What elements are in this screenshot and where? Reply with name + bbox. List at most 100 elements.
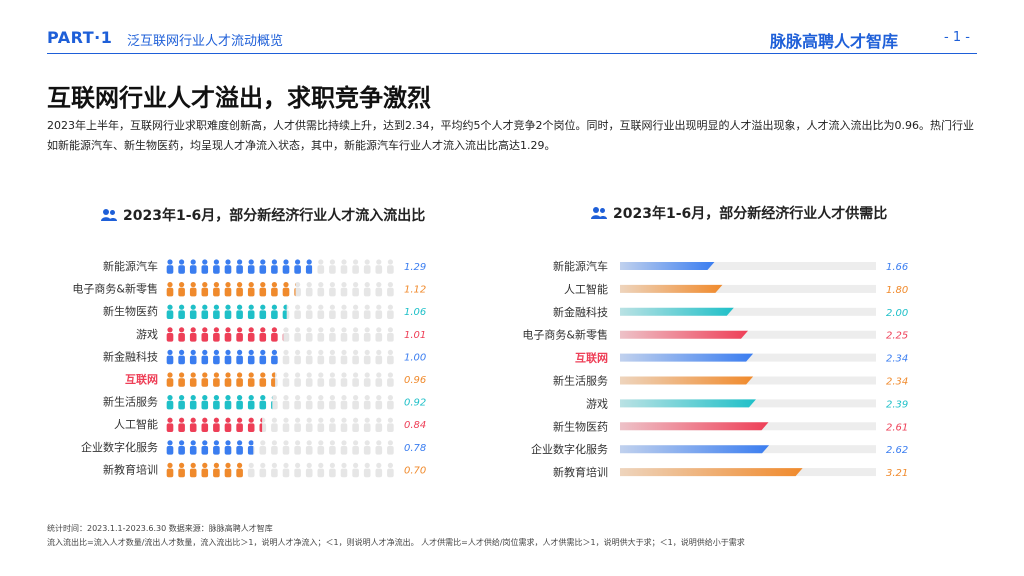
person-icon (178, 440, 185, 455)
person-icon (363, 395, 371, 410)
person-icon (363, 304, 371, 319)
person-icon (178, 349, 185, 365)
page-title: 互联网行业人才溢出，求职竞争激烈 (47, 84, 431, 112)
person-icon (178, 259, 185, 274)
person-icon (305, 395, 313, 410)
person-icon (236, 395, 243, 410)
person-icon (271, 282, 278, 297)
category-label: 新生物医药 (103, 304, 158, 318)
person-icon (259, 417, 267, 432)
bar (620, 422, 769, 431)
value-label: 2.61 (886, 422, 908, 433)
person-icon (224, 259, 232, 274)
person-icon (213, 372, 220, 387)
value-label: 2.25 (886, 331, 908, 342)
person-icon (317, 327, 325, 342)
person-icon (375, 395, 383, 410)
person-icon (259, 462, 267, 478)
category-label: 互联网 (125, 372, 158, 386)
person-icon (352, 462, 359, 478)
person-icon (271, 259, 278, 274)
person-icon (340, 259, 348, 274)
person-icon (201, 304, 209, 319)
person-icon (247, 395, 255, 410)
person-icon (352, 304, 359, 319)
category-label: 新金融科技 (553, 305, 608, 319)
person-icon (294, 462, 301, 478)
person-icon (259, 327, 267, 342)
value-label: 2.34 (886, 377, 908, 388)
person-icon (259, 395, 267, 410)
summary-text: 2023年上半年，互联网行业求职难度创新高，人才供需比持续上升，达到2.34，平… (47, 119, 974, 152)
person-icon (363, 259, 371, 274)
person-icon (201, 372, 209, 387)
person-icon (329, 372, 336, 387)
person-icon (375, 440, 383, 455)
bar (620, 399, 756, 408)
person-icon (213, 395, 220, 410)
person-icon (201, 395, 209, 410)
person-icon (363, 349, 371, 365)
person-icon (387, 372, 394, 387)
person-icon (259, 372, 267, 387)
person-icon (387, 417, 394, 432)
person-icon (166, 282, 174, 297)
person-icon (282, 395, 290, 410)
person-icon (329, 259, 336, 274)
person-icon (294, 304, 301, 319)
person-icon (282, 462, 290, 478)
category-label: 新金融科技 (103, 349, 158, 363)
person-icon (294, 282, 301, 297)
person-icon (305, 327, 313, 342)
bar (620, 468, 803, 477)
person-icon (317, 259, 325, 274)
person-icon (363, 440, 371, 455)
person-icon (340, 417, 348, 432)
person-icon (363, 372, 371, 387)
person-icon (282, 259, 290, 274)
category-label: 新生活服务 (103, 395, 158, 409)
person-icon (282, 304, 290, 319)
person-icon (189, 259, 197, 274)
category-label: 人工智能 (114, 417, 158, 431)
person-icon (201, 327, 209, 342)
value-label: 1.06 (404, 307, 426, 318)
person-icon (340, 395, 348, 410)
person-icon (178, 372, 185, 387)
person-icon (294, 259, 301, 274)
person-icon (375, 372, 383, 387)
person-icon (247, 417, 255, 432)
person-icon (363, 282, 371, 297)
bar-track (620, 330, 876, 339)
person-icon (363, 327, 371, 342)
person-icon (352, 395, 359, 410)
person-icon (236, 372, 243, 387)
person-icon (340, 372, 348, 387)
person-icon (363, 462, 371, 478)
person-icon (340, 440, 348, 455)
person-icon (224, 327, 232, 342)
person-icon (178, 395, 185, 410)
person-icon (387, 462, 394, 478)
page-number: - 1 - (944, 30, 970, 45)
value-label: 0.84 (404, 420, 426, 431)
person-icon (352, 440, 359, 455)
person-icon (317, 282, 325, 297)
person-icon (271, 304, 278, 319)
value-label: 1.66 (886, 262, 908, 273)
chart-title-supply: 2023年1-6月，部分新经济行业人才供需比 (591, 203, 887, 223)
category-label: 新生物医药 (553, 419, 608, 433)
person-icon (247, 440, 255, 455)
people-icon (591, 207, 607, 219)
person-icon (317, 304, 325, 319)
part-label: PART·1 (47, 28, 113, 47)
person-icon (375, 349, 383, 365)
person-icon (282, 372, 290, 387)
person-icon (189, 417, 197, 432)
value-label: 1.80 (886, 285, 908, 296)
person-icon (213, 282, 220, 297)
person-icon (352, 282, 359, 297)
person-icon (329, 282, 336, 297)
